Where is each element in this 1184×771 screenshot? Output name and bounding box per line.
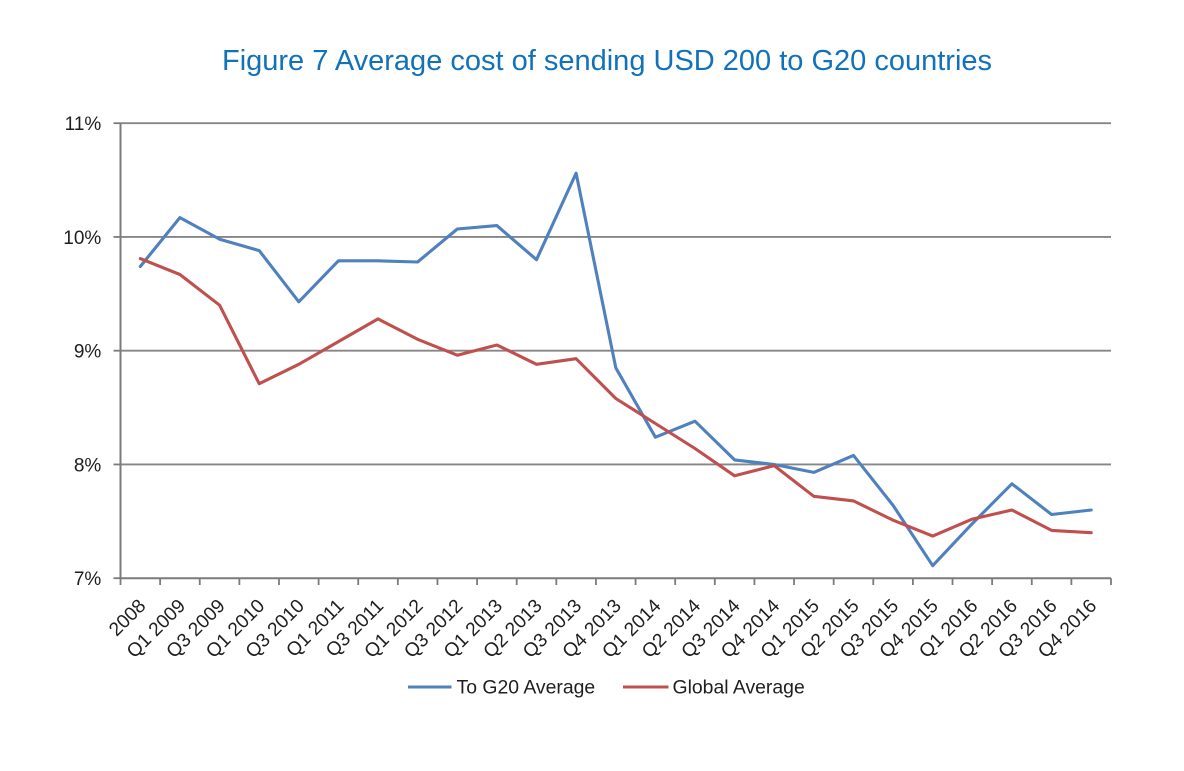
svg-text:Global Average: Global Average (673, 676, 805, 698)
svg-text:Figure 7 Average cost of sendi: Figure 7 Average cost of sending USD 200… (222, 45, 992, 77)
svg-text:9%: 9% (74, 342, 102, 363)
svg-text:10%: 10% (63, 228, 101, 249)
svg-text:7%: 7% (74, 569, 102, 590)
svg-text:To G20 Average: To G20 Average (457, 676, 596, 698)
svg-text:11%: 11% (65, 114, 102, 135)
svg-text:8%: 8% (74, 455, 102, 476)
